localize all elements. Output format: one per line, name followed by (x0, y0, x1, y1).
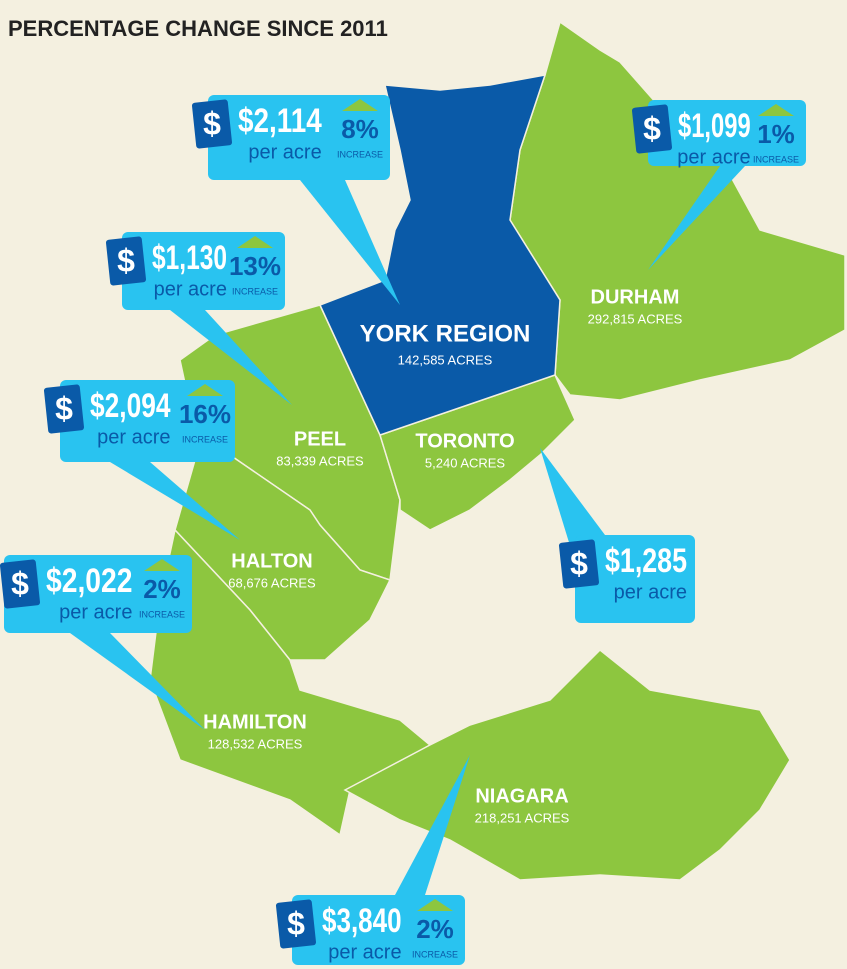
callout-pointer (540, 448, 605, 562)
callout-pointer (70, 633, 205, 730)
increase-arrow (417, 899, 453, 911)
region-name: YORK REGION (360, 320, 531, 347)
change: 1% (757, 119, 795, 149)
price: $1,130 (152, 239, 227, 277)
price-icon (43, 384, 85, 434)
halton-shape (174, 454, 392, 661)
change-label: INCREASE (139, 609, 185, 619)
price-icon (631, 104, 673, 154)
price-unit: per acre (248, 141, 321, 163)
region-name: TORONTO (415, 430, 514, 452)
region-area: 68,676 ACRES (228, 575, 316, 590)
increase-arrow (187, 384, 223, 396)
region-area: 5,240 ACRES (425, 455, 506, 470)
price-unit: per acre (59, 601, 132, 623)
regions (149, 20, 846, 881)
callout-pointer (648, 166, 745, 270)
callout-pointer (300, 180, 400, 305)
price-icon (191, 99, 233, 149)
price-icon (275, 899, 317, 949)
price-icon-symbol: $ (570, 545, 588, 581)
callout-pointer (110, 462, 240, 540)
price-unit: per acre (154, 278, 227, 300)
toronto-shape (379, 374, 576, 531)
price: $2,114 (238, 102, 322, 140)
callout-box (648, 100, 806, 166)
increase-arrow (342, 99, 378, 111)
price: $3,840 (322, 902, 402, 940)
price-icon-symbol: $ (11, 565, 29, 601)
region-name: PEEL (294, 428, 346, 450)
callout-box (575, 535, 695, 623)
change: 16% (179, 399, 231, 429)
callout-box (292, 895, 465, 965)
price-unit: per acre (97, 426, 170, 448)
york-shape (318, 74, 561, 436)
region-area: 218,251 ACRES (475, 810, 570, 825)
increase-arrow (237, 236, 273, 248)
niagara-shape (343, 648, 791, 881)
change-label: INCREASE (232, 286, 278, 296)
region-area: 292,815 ACRES (588, 311, 683, 326)
callout-box (208, 95, 390, 180)
change: 8% (341, 114, 379, 144)
price-icon-symbol: $ (55, 390, 73, 426)
callout-box (122, 232, 285, 310)
region-name: HALTON (231, 550, 312, 572)
region-labels: YORK REGION 142,585 ACRES DURHAM 292,815 AC… (203, 286, 683, 825)
region-area: 128,532 ACRES (208, 736, 303, 751)
change-label: INCREASE (182, 434, 228, 444)
region-name: DURHAM (591, 286, 680, 308)
increase-arrow (144, 559, 180, 571)
increase-arrow (758, 104, 794, 116)
price-icon-symbol: $ (643, 110, 661, 146)
region-area: 142,585 ACRES (398, 352, 493, 367)
price-unit: per acre (614, 581, 687, 603)
price-unit: per acre (328, 941, 401, 963)
callout-box (4, 555, 192, 633)
change-label: INCREASE (412, 949, 458, 959)
change: 2% (416, 914, 454, 944)
price-unit: per acre (677, 146, 750, 168)
price: $2,094 (90, 387, 171, 425)
price-icon-symbol: $ (287, 905, 305, 941)
price-icon-symbol: $ (203, 105, 221, 141)
price: $1,099 (678, 107, 751, 145)
callout-pointer (170, 310, 292, 405)
region-name: NIAGARA (475, 785, 568, 807)
price-icon (0, 559, 41, 609)
callout-pointer (395, 755, 470, 895)
change-label: INCREASE (753, 154, 799, 164)
map-title: PERCENTAGE CHANGE SINCE 2011 (8, 16, 388, 41)
region-name: HAMILTON (203, 711, 307, 733)
region-area: 83,339 ACRES (276, 453, 364, 468)
callout-box (60, 380, 235, 462)
change: 2% (143, 574, 181, 604)
price-icon (558, 539, 600, 589)
change-label: INCREASE (337, 149, 383, 159)
price: $1,285 (605, 542, 687, 580)
price: $2,022 (46, 562, 132, 600)
price-icon (105, 236, 147, 286)
price-icon-symbol: $ (117, 242, 135, 278)
change: 13% (229, 251, 281, 281)
